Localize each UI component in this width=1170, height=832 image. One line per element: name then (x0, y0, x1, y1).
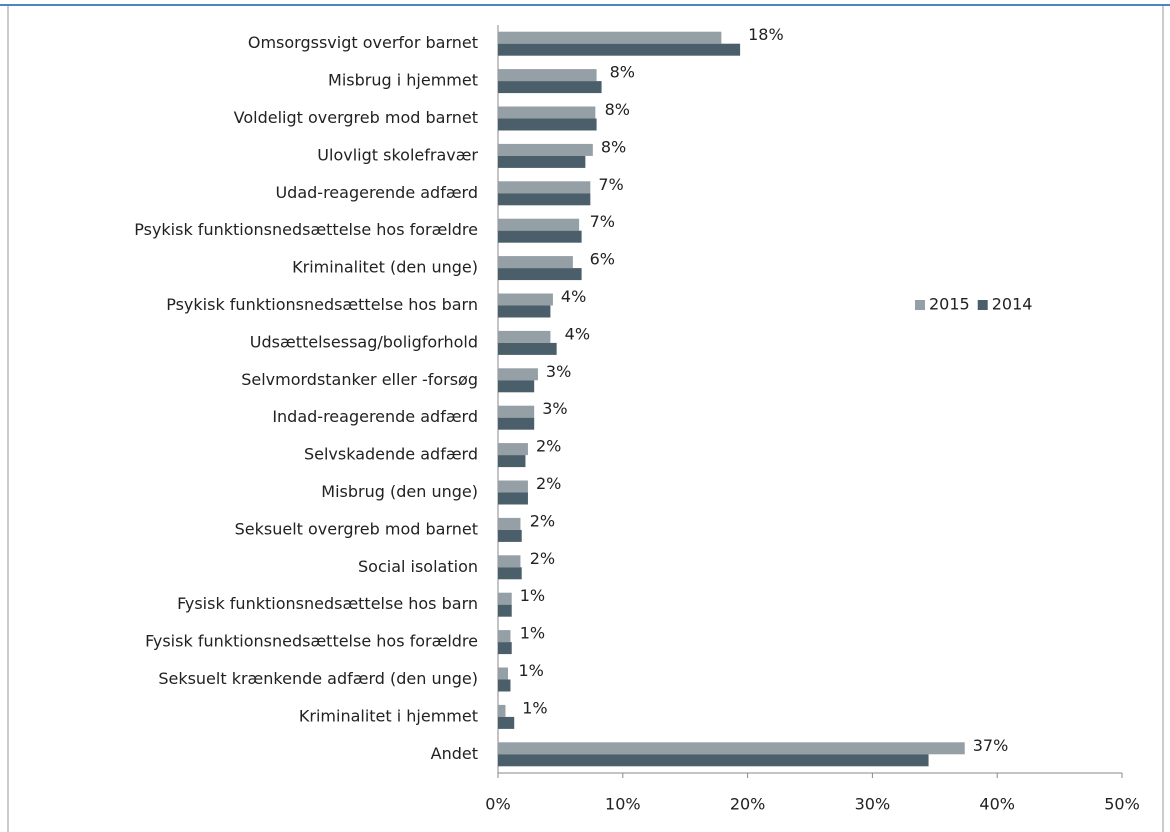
category-label: Kriminalitet (den unge) (292, 258, 478, 277)
bar (498, 417, 535, 430)
category-label: Misbrug i hjemmet (328, 71, 478, 90)
category-label: Misbrug (den unge) (321, 482, 478, 501)
data-label: 1% (522, 698, 547, 717)
data-label: 8% (601, 137, 626, 156)
category-label: Social isolation (358, 557, 478, 576)
bar (498, 181, 591, 194)
legend-swatch (915, 300, 925, 310)
category-label: Udsættelsessag/boligforhold (250, 332, 478, 351)
x-tick-label: 50% (1104, 795, 1140, 814)
data-label: 2% (536, 437, 561, 456)
data-label: 1% (520, 586, 545, 605)
bar (498, 754, 929, 767)
category-label: Selvmordstanker eller -forsøg (241, 370, 478, 389)
bar (498, 716, 515, 729)
bar (498, 642, 512, 655)
category-label: Voldeligt overgreb mod barnet (234, 108, 478, 127)
bar (498, 293, 553, 306)
category-label: Fysisk funktionsnedsættelse hos forældre (145, 632, 478, 651)
category-label: Psykisk funktionsnedsættelse hos forældr… (134, 220, 478, 239)
bar (498, 443, 528, 456)
data-label: 8% (605, 100, 630, 119)
bar (498, 704, 506, 717)
data-label: 2% (530, 549, 555, 568)
bar (498, 592, 512, 605)
bar (498, 567, 522, 580)
bar (498, 81, 602, 94)
data-label: 7% (598, 175, 623, 194)
bar (498, 667, 508, 680)
bar (498, 118, 597, 131)
category-label: Fysisk funktionsnedsættelse hos barn (177, 594, 478, 613)
bar (498, 480, 528, 493)
legend-swatch (977, 300, 988, 310)
bar (498, 630, 511, 643)
x-tick-label: 10% (605, 795, 641, 814)
bar (498, 604, 512, 617)
category-label: Udad-reagerende adfærd (275, 183, 478, 202)
bar (498, 218, 580, 231)
category-label: Andet (431, 744, 478, 763)
data-label: 2% (536, 474, 561, 493)
bar (498, 368, 538, 381)
data-label: 3% (542, 399, 567, 418)
category-label: Indad-reagerende adfærd (272, 407, 478, 426)
category-label: Selvskadende adfærd (304, 445, 478, 464)
data-label: 6% (590, 250, 615, 269)
bar (498, 330, 551, 343)
data-label: 18% (748, 25, 784, 44)
bar (498, 256, 573, 269)
bar (498, 455, 526, 468)
category-label: Kriminalitet i hjemmet (299, 706, 478, 725)
bar (498, 230, 582, 243)
bar (498, 405, 535, 418)
category-label: Psykisk funktionsnedsættelse hos barn (166, 295, 478, 314)
data-label: 37% (973, 736, 1009, 755)
data-label: 1% (518, 661, 543, 680)
data-label: 2% (530, 511, 555, 530)
bar (498, 679, 511, 692)
bar (498, 742, 965, 755)
data-label: 4% (561, 287, 586, 306)
bar (498, 31, 722, 44)
bar (498, 268, 582, 281)
bar (498, 43, 741, 56)
bar (498, 380, 535, 393)
x-tick-label: 30% (855, 795, 891, 814)
data-label: 3% (546, 362, 571, 381)
bar (498, 555, 521, 568)
legend-label: 2014 (992, 295, 1033, 314)
category-label: Seksuelt krænkende adfærd (den unge) (158, 669, 478, 688)
x-tick-label: 40% (979, 795, 1015, 814)
bar (498, 193, 591, 206)
bar (498, 155, 586, 168)
bar (498, 492, 528, 505)
bar (498, 305, 551, 318)
legend-label: 2015 (929, 295, 970, 314)
bar (498, 529, 522, 542)
x-tick-label: 20% (730, 795, 766, 814)
category-label: Omsorgssvigt overfor barnet (248, 33, 478, 52)
bar (498, 106, 596, 119)
data-label: 1% (520, 624, 545, 643)
category-label: Seksuelt overgreb mod barnet (235, 519, 478, 538)
data-label: 8% (610, 63, 635, 82)
x-tick-label: 0% (485, 795, 510, 814)
bar (498, 69, 597, 82)
bar (498, 143, 593, 156)
bar (498, 342, 557, 355)
data-label: 4% (565, 324, 590, 343)
data-label: 7% (590, 212, 615, 231)
bar (498, 517, 521, 530)
category-label: Ulovligt skolefravær (317, 145, 478, 164)
